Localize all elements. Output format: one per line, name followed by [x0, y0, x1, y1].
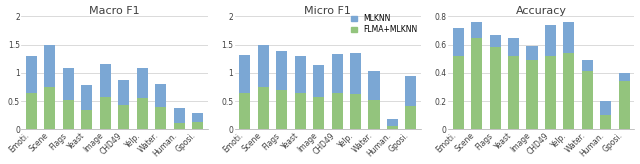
Bar — [313, 97, 324, 130]
Bar — [600, 115, 611, 130]
Bar — [332, 54, 342, 93]
Bar — [192, 122, 203, 130]
Bar — [452, 28, 463, 56]
Bar — [63, 68, 74, 100]
Bar — [258, 45, 269, 87]
Bar — [155, 107, 166, 130]
Bar — [369, 100, 380, 130]
Bar — [563, 22, 575, 53]
Bar — [294, 56, 306, 93]
Bar — [387, 119, 398, 125]
Bar — [192, 113, 203, 122]
Bar — [155, 84, 166, 107]
Bar — [619, 81, 630, 130]
Bar — [471, 22, 482, 38]
Bar — [545, 25, 556, 56]
Bar — [527, 46, 538, 60]
Bar — [563, 53, 575, 130]
Bar — [350, 94, 361, 130]
Bar — [63, 100, 74, 130]
Bar — [173, 123, 185, 130]
Bar — [350, 52, 361, 94]
Bar — [369, 71, 380, 100]
Bar — [26, 93, 37, 130]
Bar — [100, 64, 111, 97]
Bar — [137, 98, 148, 130]
Bar — [600, 101, 611, 115]
Bar — [81, 110, 92, 130]
Title: Micro F1: Micro F1 — [305, 6, 351, 16]
Bar — [527, 60, 538, 130]
Bar — [173, 108, 185, 123]
Bar — [490, 47, 500, 130]
Bar — [118, 80, 129, 105]
Bar — [81, 85, 92, 110]
Bar — [452, 56, 463, 130]
Bar — [258, 87, 269, 130]
Bar — [100, 97, 111, 130]
Bar — [313, 65, 324, 97]
Bar — [332, 93, 342, 130]
Bar — [239, 55, 250, 93]
Bar — [405, 76, 417, 106]
Bar — [276, 90, 287, 130]
Legend: MLKNN, FLMA+MLKNN: MLKNN, FLMA+MLKNN — [351, 14, 417, 34]
Bar — [137, 68, 148, 98]
Bar — [387, 125, 398, 130]
Bar — [582, 72, 593, 130]
Bar — [471, 38, 482, 130]
Bar — [44, 87, 56, 130]
Bar — [239, 93, 250, 130]
Bar — [26, 56, 37, 93]
Bar — [490, 35, 500, 47]
Title: Accuracy: Accuracy — [516, 6, 566, 16]
Bar — [619, 73, 630, 81]
Bar — [276, 51, 287, 90]
Bar — [118, 105, 129, 130]
Bar — [294, 93, 306, 130]
Bar — [405, 106, 417, 130]
Bar — [582, 60, 593, 72]
Bar — [508, 38, 519, 56]
Title: Macro F1: Macro F1 — [89, 6, 140, 16]
Bar — [44, 45, 56, 87]
Bar — [545, 56, 556, 130]
Bar — [508, 56, 519, 130]
